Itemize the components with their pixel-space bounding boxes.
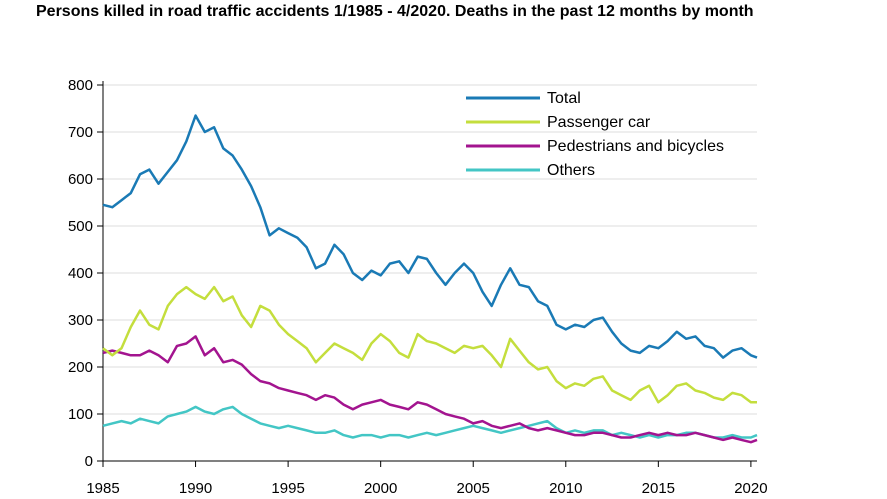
y-tick-label: 500 xyxy=(68,218,93,235)
y-tick-label: 700 xyxy=(68,124,93,141)
y-axis: 0 100 200 300 400 500 600 700 800 xyxy=(68,77,104,470)
x-axis: 1985 1990 1995 2000 2005 2010 2015 2020 xyxy=(86,460,768,497)
y-tick-label: 400 xyxy=(68,265,93,282)
series-line-pedestrians-and-bicycles xyxy=(102,335,758,444)
y-tick-label: 800 xyxy=(68,77,93,94)
chart-title: Persons killed in road traffic accidents… xyxy=(36,3,754,20)
x-tick-label: 2020 xyxy=(734,480,767,497)
series-line-total xyxy=(102,114,758,359)
legend-label-total: Total xyxy=(547,90,581,107)
y-tick-label: 0 xyxy=(85,453,93,470)
x-tick-label: 2005 xyxy=(457,480,490,497)
legend: Total Passenger car Pedestrians and bicycl… xyxy=(466,90,724,179)
y-tick-label: 600 xyxy=(68,171,93,188)
legend-label-others: Others xyxy=(547,162,595,179)
x-tick-label: 1990 xyxy=(179,480,212,497)
legend-label-pedestrians-and-bicycles: Pedestrians and bicycles xyxy=(547,138,724,155)
series-line-passenger-car xyxy=(102,285,757,404)
y-tick-label: 200 xyxy=(68,359,93,376)
x-tick-label: 1985 xyxy=(86,480,119,497)
series-line-others xyxy=(102,405,758,439)
gridlines xyxy=(103,84,757,415)
y-tick-label: 100 xyxy=(68,406,93,423)
y-tick-label: 300 xyxy=(68,312,93,329)
x-tick-label: 2015 xyxy=(642,480,675,497)
legend-label-passenger-car: Passenger car xyxy=(547,114,651,131)
x-tick-label: 2010 xyxy=(549,480,582,497)
x-tick-label: 2000 xyxy=(364,480,397,497)
x-tick-label: 1995 xyxy=(271,480,304,497)
series-lines xyxy=(102,114,758,444)
